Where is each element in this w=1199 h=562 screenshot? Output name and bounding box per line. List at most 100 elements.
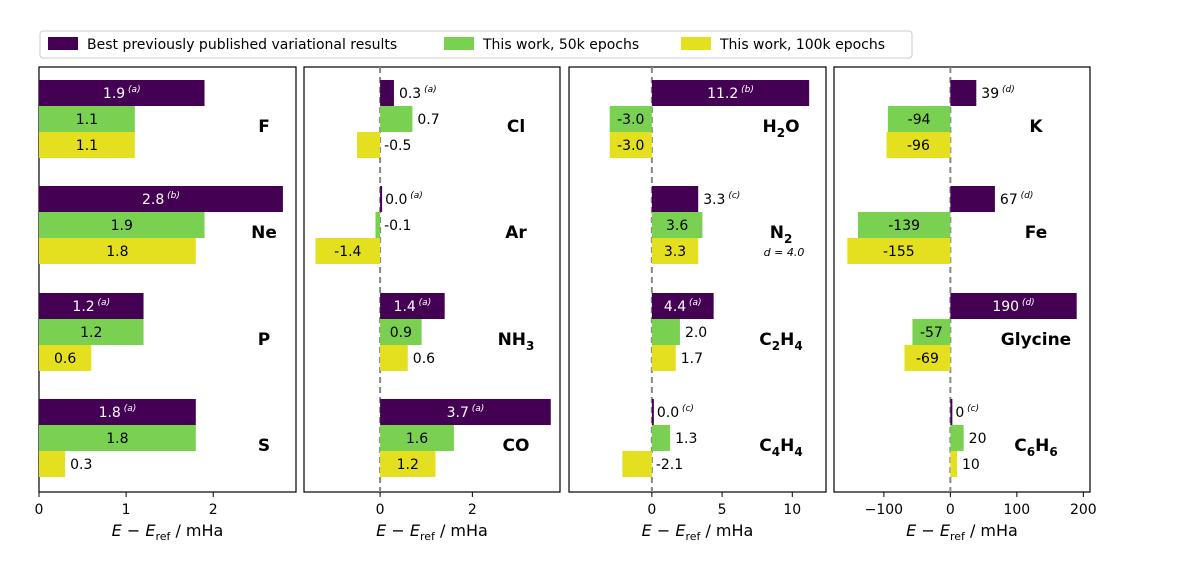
x-label-symbol: E	[906, 521, 917, 540]
x-tick-label: 200	[1070, 502, 1097, 518]
x-label-symbol: E	[940, 521, 951, 540]
value-text: 2.0	[685, 325, 707, 341]
bar-n2-prev	[651, 186, 699, 212]
bar-value-label: 1.2 (a)	[72, 298, 110, 315]
bar-value-label: 3.3	[664, 244, 686, 260]
x-tick-label: 2	[209, 502, 218, 518]
bar-value-label: 1.8	[106, 244, 128, 260]
x-tick-label: 0	[35, 502, 44, 518]
bar-value-label: 0.3 (a)	[399, 85, 437, 102]
x-tick-label: 1	[122, 502, 131, 518]
bar-cl-prev	[380, 80, 394, 106]
bar-f-prev	[39, 80, 205, 106]
bar-value-label: 20	[969, 431, 987, 447]
bar-value-label: 1.1	[76, 138, 98, 154]
x-tick-label: 0	[376, 502, 385, 518]
system-name: Fe	[1025, 223, 1047, 243]
x-tick-label: 0	[946, 502, 955, 518]
x-label-operator: −	[652, 521, 676, 540]
system-name: NH3	[498, 330, 535, 353]
x-axis-label: E − Eref / mHa	[112, 521, 224, 543]
system-name: K	[1029, 117, 1043, 137]
panel-frame	[38, 66, 297, 493]
system-name: S	[258, 436, 270, 456]
legend-label-w100: This work, 100k epochs	[719, 37, 885, 53]
value-text: 10	[962, 457, 980, 473]
value-text: 1.2	[72, 299, 94, 315]
system-name: C6H6	[1014, 436, 1057, 459]
x-label-subscript: ref	[950, 530, 966, 543]
x-label-symbol: E	[376, 521, 387, 540]
value-text: 2.8	[142, 192, 164, 208]
value-text: 0.3	[399, 86, 421, 102]
bar-ar-prev	[380, 186, 383, 212]
value-text: 1.8	[106, 431, 128, 447]
footnote-marker: (a)	[95, 298, 110, 308]
value-text: -2.1	[656, 457, 683, 473]
bar-value-label: 1.7	[681, 351, 703, 367]
formula-subscript: 6	[1027, 445, 1035, 459]
panel-4: 39 (d) -94 -96 K 67 (d) -139 -155 Fe 190 (d) -57 -…	[833, 66, 1097, 543]
bar-value-label: 0.6	[413, 351, 435, 367]
footnote-marker: (a)	[125, 85, 140, 95]
bar-c6h6-prev	[950, 399, 953, 425]
system-name: Ne	[251, 223, 277, 243]
value-text: 0.0	[385, 192, 407, 208]
bar-n2-w100	[651, 238, 699, 264]
bar-value-label: 67 (d)	[1000, 191, 1033, 208]
x-label-unit: / mHa	[700, 521, 753, 540]
value-text: 0.7	[417, 112, 439, 128]
value-text: -155	[883, 244, 915, 260]
formula-subscript: 2	[784, 232, 792, 246]
footnote-marker: (a)	[407, 191, 422, 201]
formula-subscript: 2	[772, 339, 780, 353]
legend-label-prev: Best previously published variational re…	[87, 37, 397, 53]
value-text: 0.3	[70, 457, 92, 473]
bar-k-prev	[950, 80, 977, 106]
value-text: -57	[920, 325, 943, 341]
bar-value-label: -2.1	[656, 457, 683, 473]
footnote-marker: (c)	[964, 404, 979, 414]
x-label-symbol: E	[112, 521, 123, 540]
bar-value-label: 1.2	[397, 457, 419, 473]
bar-c2h4-w50	[651, 319, 680, 345]
bar-f-w50	[39, 106, 135, 132]
value-text: -1.4	[334, 244, 361, 260]
x-axis-label: E − Eref / mHa	[642, 521, 754, 543]
formula-part: O	[785, 117, 799, 137]
bar-c4h4-w50	[651, 425, 671, 451]
bar-value-label: 1.6	[406, 431, 428, 447]
bar-c4h4-w100	[622, 451, 652, 477]
bar-fe-prev	[950, 186, 995, 212]
bar-glycine-prev	[950, 293, 1077, 319]
formula-subscript: 4	[794, 339, 802, 353]
value-text: 3.7	[447, 405, 469, 421]
bar-value-label: 10	[962, 457, 980, 473]
system-name: F	[258, 117, 270, 137]
bar-ar-w100	[315, 238, 381, 264]
footnote-marker: (c)	[679, 404, 694, 414]
bar-value-label: -0.5	[384, 138, 411, 154]
value-text: 11.2	[707, 86, 738, 102]
system-name: C4H4	[759, 436, 802, 459]
legend-swatch-w100	[681, 37, 711, 50]
value-text: 1.9	[103, 86, 125, 102]
bar-n2-w50	[651, 212, 703, 238]
formula-part: NH	[498, 330, 526, 350]
bar-value-label: -1.4	[334, 244, 361, 260]
x-label-operator: −	[916, 521, 940, 540]
x-label-symbol: E	[410, 521, 421, 540]
footnote-marker: (a)	[686, 298, 701, 308]
value-text: 0.0	[657, 405, 679, 421]
x-label-operator: −	[122, 521, 146, 540]
bar-value-label: -69	[916, 351, 939, 367]
bar-value-label: 1.8	[106, 431, 128, 447]
formula-subscript: 2	[777, 126, 785, 140]
footnote-marker: (b)	[164, 191, 180, 201]
bar-value-label: 0.7	[417, 112, 439, 128]
footnote-marker: (d)	[1019, 298, 1035, 308]
bar-h2o-w100	[609, 132, 652, 158]
value-text: 39	[981, 86, 999, 102]
value-text: 3.3	[664, 244, 686, 260]
